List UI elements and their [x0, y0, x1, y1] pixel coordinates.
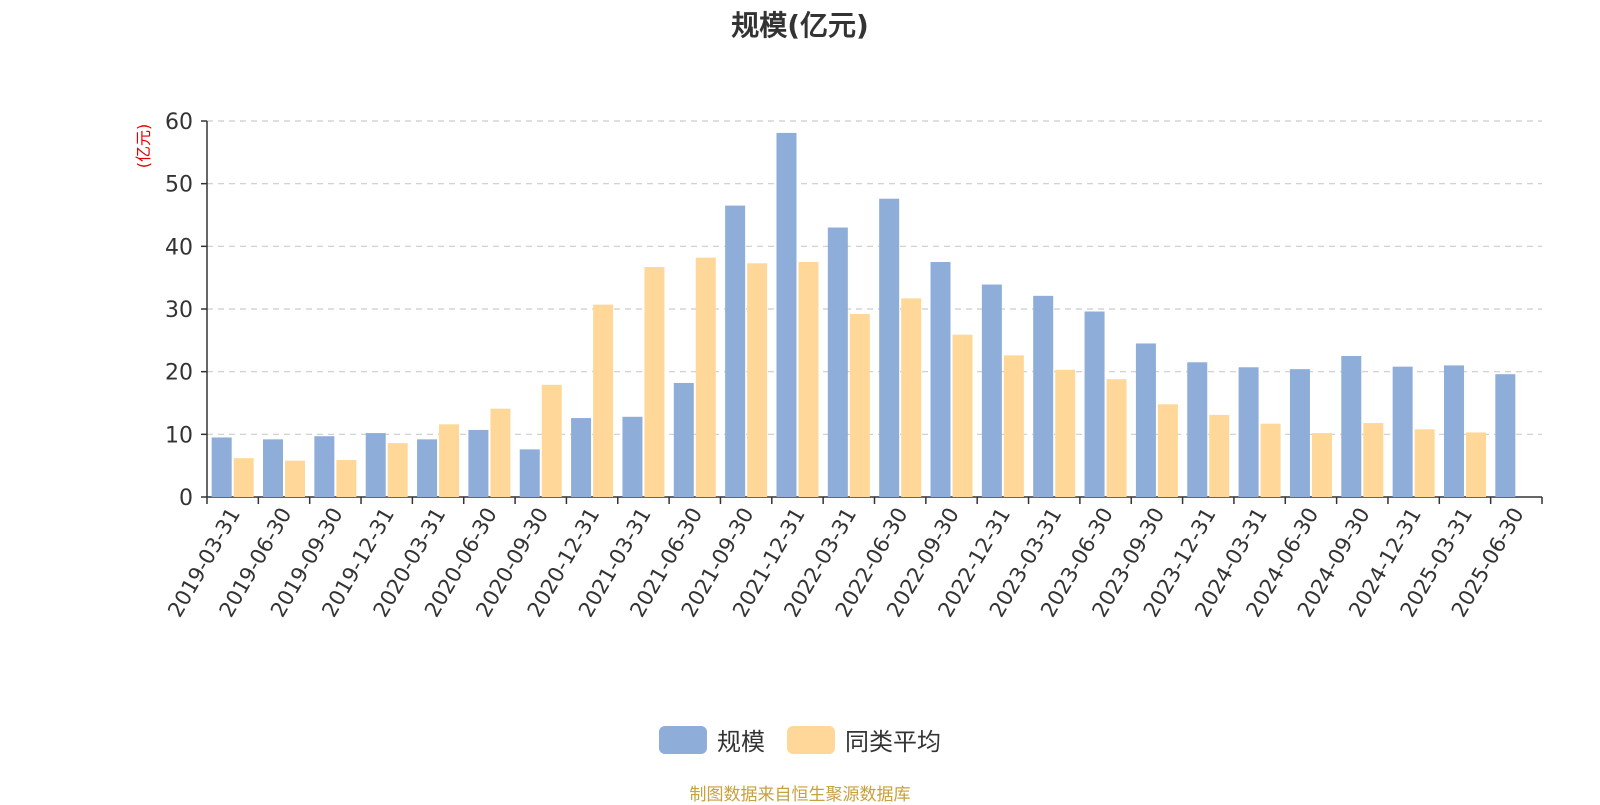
bar-scale	[622, 416, 643, 497]
bar-scale	[314, 436, 335, 497]
bar-scale	[1238, 367, 1259, 497]
bar-scale	[1443, 365, 1464, 497]
bar-scale	[1495, 374, 1516, 497]
bar-scale	[1341, 356, 1362, 497]
y-tick-label: 40	[165, 235, 193, 260]
bar-scale	[981, 284, 1002, 497]
legend-item-scale[interactable]: 规模	[659, 722, 765, 757]
source-note: 制图数据来自恒生聚源数据库	[689, 785, 911, 805]
bar-scale	[673, 382, 694, 497]
legend-item-peer-average[interactable]: 同类平均	[787, 722, 941, 757]
chart-title: 规模(亿元)	[731, 9, 869, 42]
bar-peer-average	[490, 408, 511, 497]
bar-peer-average	[541, 384, 562, 497]
bar-scale	[1187, 362, 1208, 497]
bar-scale	[211, 437, 232, 497]
bar-peer-average	[285, 460, 306, 497]
bar-peer-average	[1465, 432, 1486, 497]
bar-peer-average	[798, 262, 819, 497]
bar-scale	[1392, 366, 1413, 497]
legend-swatch-scale	[659, 725, 707, 754]
bar-scale	[1289, 369, 1310, 497]
bar-scale	[417, 439, 438, 497]
bar-peer-average	[1311, 433, 1332, 497]
bar-scale	[263, 439, 284, 497]
bar-peer-average	[387, 443, 408, 497]
bar-peer-average	[1106, 379, 1127, 497]
bar-scale	[827, 227, 848, 498]
bar-scale	[519, 449, 540, 497]
bar-peer-average	[336, 460, 357, 497]
bar-scale	[930, 262, 951, 497]
legend: 规模 同类平均	[0, 722, 1600, 757]
y-tick-label: 50	[165, 173, 193, 198]
bar-peer-average	[952, 334, 973, 497]
bar-peer-average	[1414, 429, 1435, 497]
bar-peer-average	[1055, 369, 1076, 497]
bar-scale	[1135, 343, 1156, 497]
bar-scale	[468, 429, 489, 497]
legend-label-scale: 规模	[717, 728, 765, 756]
bar-peer-average	[1363, 423, 1384, 497]
bar-peer-average	[901, 298, 922, 497]
bar-peer-average	[849, 314, 870, 497]
legend-label-peer-average: 同类平均	[845, 728, 941, 756]
bar-peer-average	[1157, 404, 1178, 497]
bar-peer-average	[1003, 355, 1024, 497]
bar-peer-average	[439, 424, 460, 497]
y-tick-label: 20	[165, 361, 193, 386]
bar-peer-average	[1260, 423, 1281, 497]
y-tick-label: 30	[165, 298, 193, 323]
legend-swatch-peer-average	[787, 725, 835, 754]
bar-scale	[879, 198, 900, 497]
y-tick-label: 60	[165, 110, 193, 135]
bar-peer-average	[644, 267, 665, 497]
bar-scale	[776, 132, 797, 497]
bar-peer-average	[747, 263, 768, 497]
bar-scale	[725, 205, 746, 497]
y-axis-unit-label: (亿元)	[134, 124, 153, 169]
bar-peer-average	[233, 458, 254, 497]
bar-peer-average	[593, 304, 614, 497]
bar-scale	[1033, 295, 1054, 497]
y-tick-label: 10	[165, 423, 193, 448]
bar-scale	[571, 418, 592, 497]
bar-peer-average	[1209, 414, 1230, 497]
bar-peer-average	[695, 257, 716, 497]
bar-scale	[1084, 311, 1105, 497]
bar-scale	[365, 433, 386, 497]
y-tick-label: 0	[179, 486, 193, 511]
